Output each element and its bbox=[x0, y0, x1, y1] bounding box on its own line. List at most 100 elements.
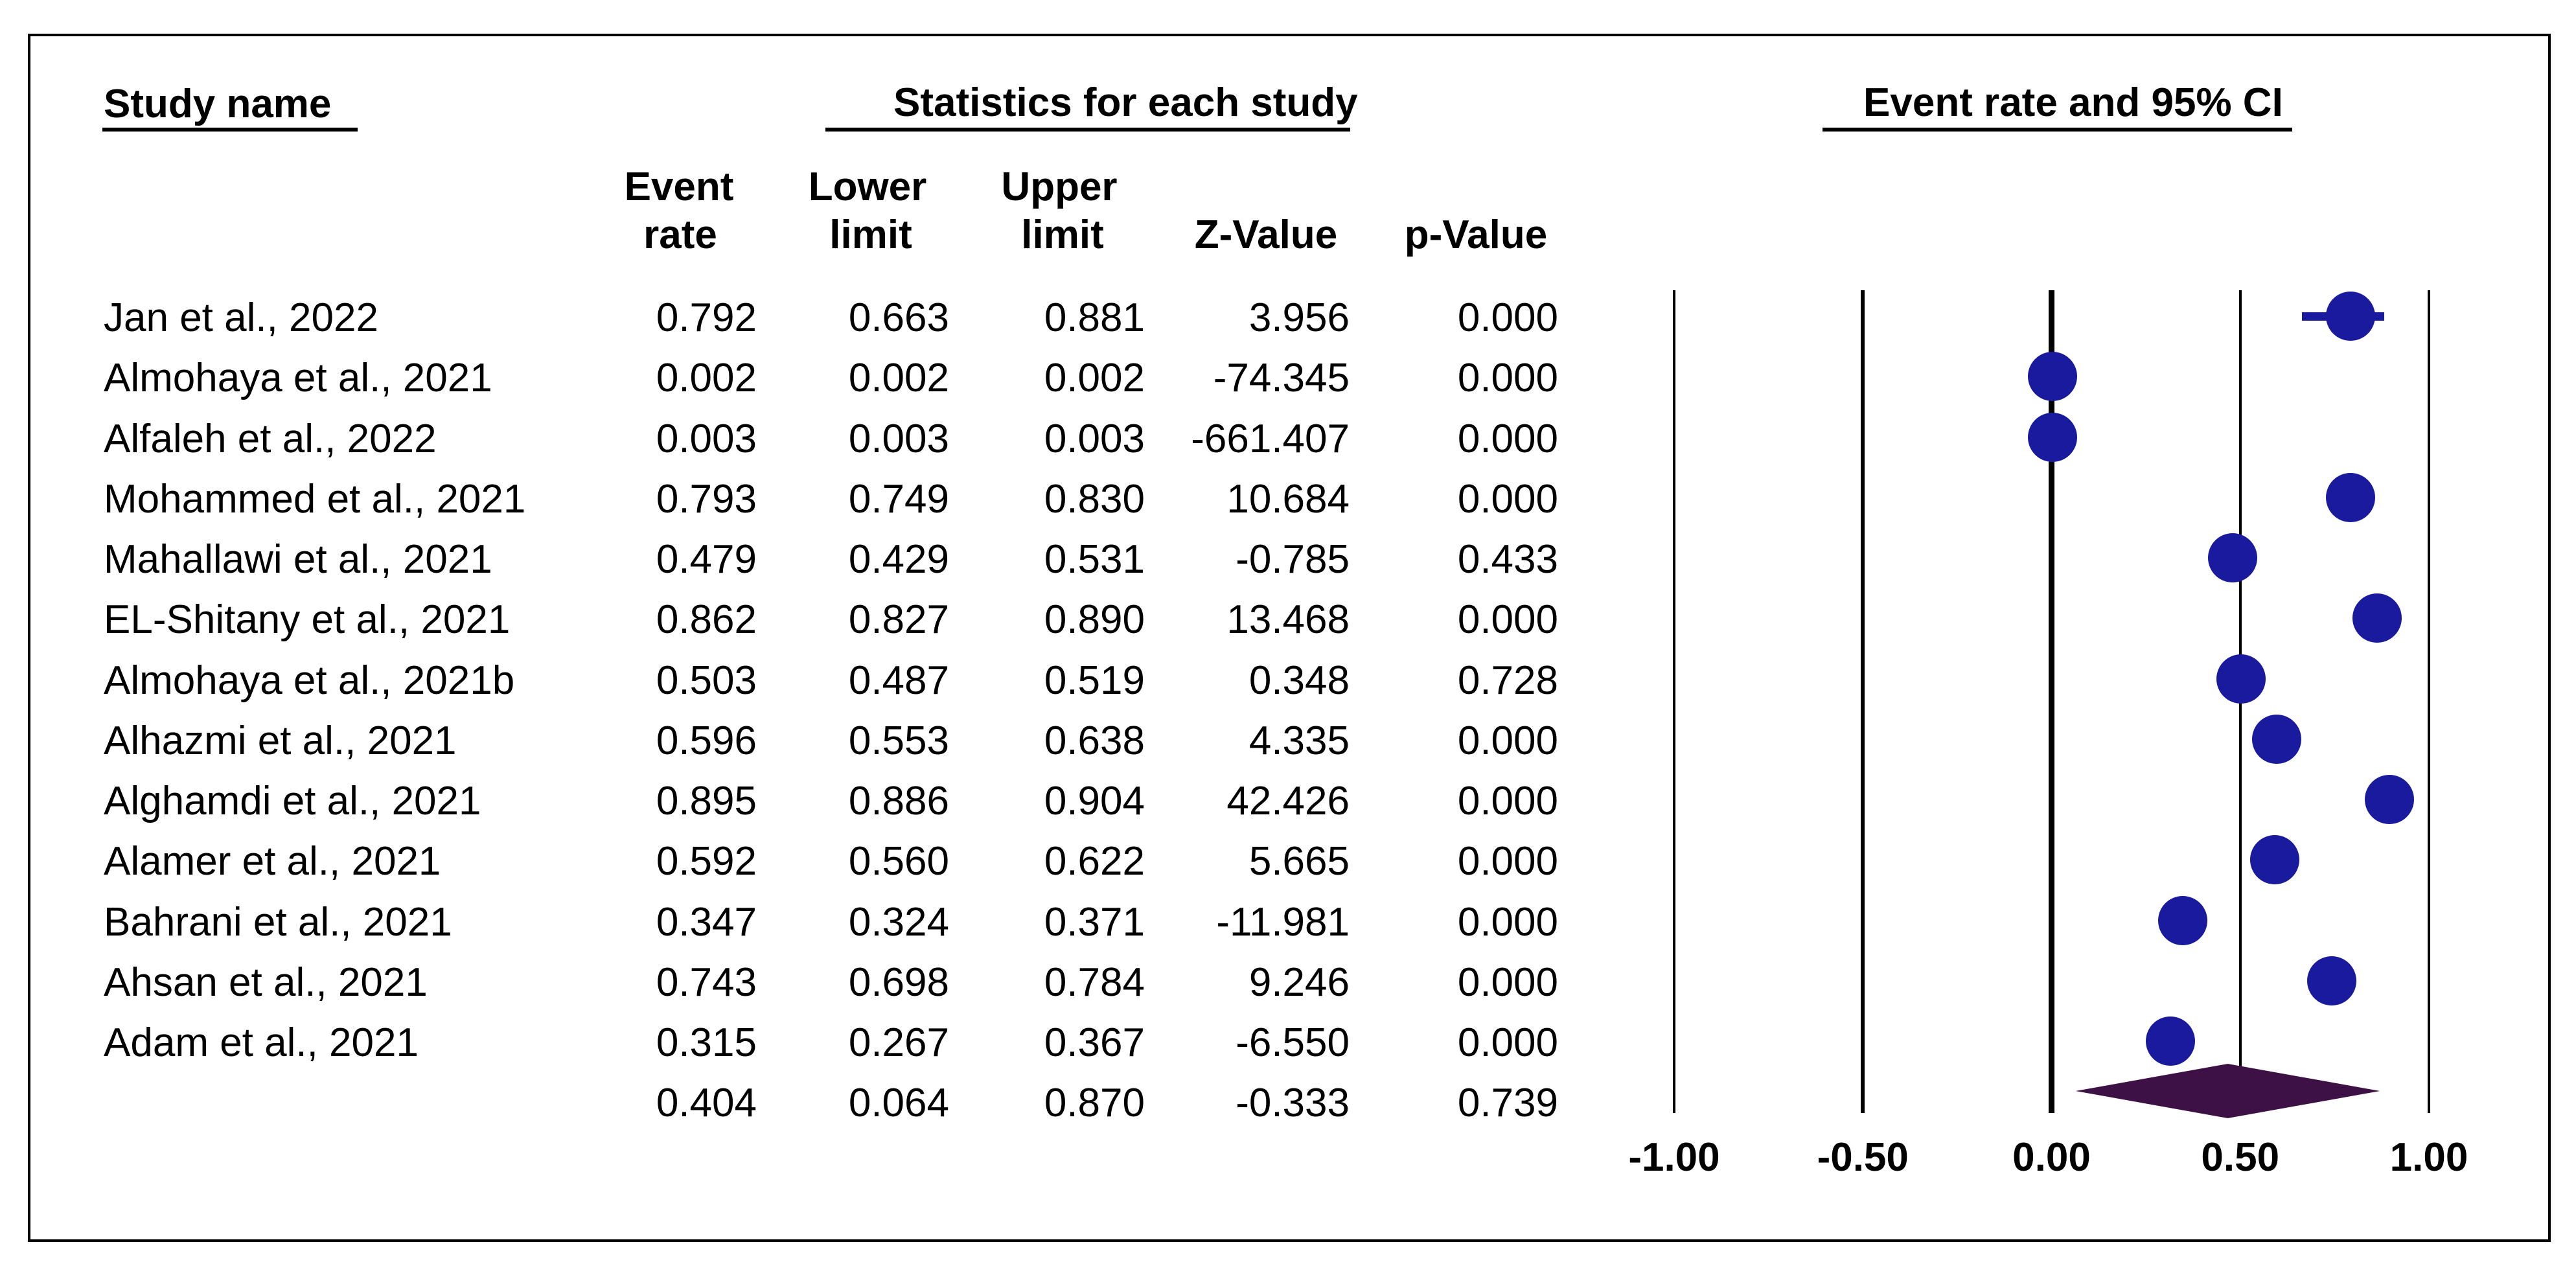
p-value-cell: 0.000 bbox=[1457, 779, 1558, 823]
z-value-cell: 4.335 bbox=[1248, 718, 1350, 763]
col-header-upper-line2: limit bbox=[1021, 212, 1104, 257]
summary-z-value-cell: -0.333 bbox=[1236, 1081, 1350, 1126]
lower-limit-cell: 0.429 bbox=[848, 537, 949, 582]
summary-event-rate-cell: 0.404 bbox=[656, 1081, 757, 1126]
event-rate-cell: 0.792 bbox=[656, 295, 757, 340]
lower-limit-cell: 0.553 bbox=[848, 718, 949, 763]
study-name-column-title: Study name bbox=[104, 82, 332, 126]
event-rate-cell: 0.479 bbox=[656, 537, 757, 582]
study-name-cell: Bahrani et al., 2021 bbox=[104, 899, 452, 945]
col-header-zvalue: Z-Value bbox=[1194, 212, 1338, 257]
gridline--0.50 bbox=[1861, 290, 1865, 1113]
x-tick-label: -0.50 bbox=[1817, 1135, 1909, 1180]
event-rate-marker bbox=[2250, 835, 2300, 885]
event-rate-cell: 0.743 bbox=[656, 959, 757, 1005]
study-name-cell: Jan et al., 2022 bbox=[104, 295, 378, 340]
statistics-group-title: Statistics for each study bbox=[893, 80, 1358, 125]
z-value-cell: 0.348 bbox=[1248, 658, 1350, 703]
upper-limit-cell: 0.003 bbox=[1044, 416, 1145, 461]
upper-limit-cell: 0.638 bbox=[1044, 718, 1145, 763]
upper-limit-cell: 0.622 bbox=[1044, 839, 1145, 884]
upper-limit-cell: 0.531 bbox=[1044, 537, 1145, 582]
z-value-cell: -6.550 bbox=[1236, 1020, 1350, 1065]
event-rate-cell: 0.347 bbox=[656, 899, 757, 945]
lower-limit-cell: 0.003 bbox=[848, 416, 949, 461]
study-name-cell: EL-Shitany et al., 2021 bbox=[104, 597, 511, 643]
lower-limit-cell: 0.002 bbox=[848, 356, 949, 401]
z-value-cell: -661.407 bbox=[1191, 416, 1350, 461]
gridline--1.00 bbox=[1673, 290, 1675, 1113]
z-value-cell: -11.981 bbox=[1216, 899, 1350, 945]
summary-lower-limit-cell: 0.064 bbox=[848, 1081, 949, 1126]
study-name-cell: Almohaya et al., 2021b bbox=[104, 658, 515, 703]
p-value-cell: 0.433 bbox=[1457, 537, 1558, 582]
study-name-cell: Alfaleh et al., 2022 bbox=[104, 416, 437, 461]
study-name-cell: Alghamdi et al., 2021 bbox=[104, 779, 481, 823]
event-rate-cell: 0.862 bbox=[656, 597, 757, 643]
event-rate-marker bbox=[2326, 472, 2376, 522]
z-value-cell: 3.956 bbox=[1248, 295, 1350, 340]
upper-limit-cell: 0.890 bbox=[1044, 597, 1145, 643]
col-header-lower-line1: Lower bbox=[808, 165, 927, 209]
col-header-upper-line1: Upper bbox=[1001, 165, 1118, 209]
p-value-cell: 0.000 bbox=[1457, 718, 1558, 763]
event-rate-cell: 0.592 bbox=[656, 839, 757, 884]
col-header-event-line2: rate bbox=[643, 212, 717, 257]
x-tick-label: 1.00 bbox=[2389, 1135, 2468, 1180]
event-rate-marker bbox=[2216, 654, 2266, 704]
plot-group-title: Event rate and 95% CI bbox=[1863, 80, 2283, 125]
upper-limit-cell: 0.519 bbox=[1044, 658, 1145, 703]
plot-title-underline bbox=[1823, 128, 2292, 132]
p-value-cell: 0.000 bbox=[1457, 1020, 1558, 1065]
lower-limit-cell: 0.663 bbox=[848, 295, 949, 340]
lower-limit-cell: 0.886 bbox=[848, 779, 949, 823]
col-header-lower-line2: limit bbox=[829, 212, 912, 257]
gridline-1.00 bbox=[2428, 290, 2430, 1113]
z-value-cell: -74.345 bbox=[1213, 356, 1350, 401]
study-name-cell: Adam et al., 2021 bbox=[104, 1020, 419, 1065]
x-tick-label: -1.00 bbox=[1628, 1135, 1720, 1180]
col-header-event-line1: Event bbox=[624, 165, 734, 209]
event-rate-cell: 0.503 bbox=[656, 658, 757, 703]
p-value-cell: 0.000 bbox=[1457, 476, 1558, 522]
event-rate-marker bbox=[2207, 533, 2257, 582]
p-value-cell: 0.728 bbox=[1457, 658, 1558, 703]
p-value-cell: 0.000 bbox=[1457, 416, 1558, 461]
statistics-title-underline bbox=[825, 128, 1350, 132]
study-name-cell: Ahsan et al., 2021 bbox=[104, 959, 428, 1005]
figure-border bbox=[28, 34, 2551, 1242]
gridline-0.00 bbox=[2049, 290, 2054, 1113]
upper-limit-cell: 0.830 bbox=[1044, 476, 1145, 522]
x-tick-label: 0.50 bbox=[2201, 1135, 2280, 1180]
z-value-cell: 5.665 bbox=[1248, 839, 1350, 884]
lower-limit-cell: 0.487 bbox=[848, 658, 949, 703]
event-rate-cell: 0.002 bbox=[656, 356, 757, 401]
col-header-pvalue: p-Value bbox=[1404, 212, 1548, 257]
lower-limit-cell: 0.749 bbox=[848, 476, 949, 522]
z-value-cell: 9.246 bbox=[1248, 959, 1350, 1005]
event-rate-cell: 0.003 bbox=[656, 416, 757, 461]
study-name-cell: Mohammed et al., 2021 bbox=[104, 476, 526, 522]
study-name-cell: Mahallawi et al., 2021 bbox=[104, 537, 492, 582]
event-rate-cell: 0.895 bbox=[656, 779, 757, 823]
p-value-cell: 0.000 bbox=[1457, 839, 1558, 884]
lower-limit-cell: 0.324 bbox=[848, 899, 949, 945]
upper-limit-cell: 0.784 bbox=[1044, 959, 1145, 1005]
z-value-cell: 13.468 bbox=[1226, 597, 1350, 643]
p-value-cell: 0.000 bbox=[1457, 356, 1558, 401]
z-value-cell: 10.684 bbox=[1226, 476, 1350, 522]
event-rate-cell: 0.793 bbox=[656, 476, 757, 522]
event-rate-marker bbox=[2145, 1017, 2195, 1066]
event-rate-cell: 0.596 bbox=[656, 718, 757, 763]
p-value-cell: 0.000 bbox=[1457, 597, 1558, 643]
lower-limit-cell: 0.827 bbox=[848, 597, 949, 643]
x-tick-label: 0.00 bbox=[2012, 1135, 2091, 1180]
event-rate-cell: 0.315 bbox=[656, 1020, 757, 1065]
study-name-cell: Alhazmi et al., 2021 bbox=[104, 718, 457, 763]
study-name-cell: Alamer et al., 2021 bbox=[104, 839, 441, 884]
upper-limit-cell: 0.371 bbox=[1044, 899, 1145, 945]
event-rate-marker bbox=[2325, 292, 2375, 341]
summary-upper-limit-cell: 0.870 bbox=[1044, 1081, 1145, 1126]
z-value-cell: -0.785 bbox=[1236, 537, 1350, 582]
